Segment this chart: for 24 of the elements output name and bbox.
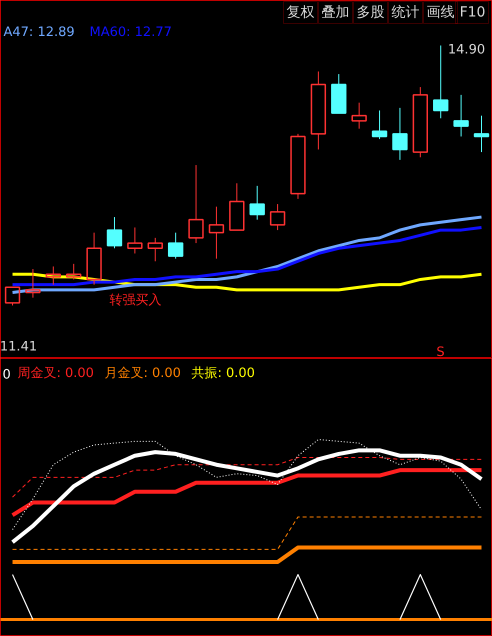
annotation: 14.90 bbox=[448, 42, 486, 58]
text: 月金叉: 0.00 bbox=[104, 366, 181, 381]
candlestick bbox=[310, 70, 326, 150]
text: 共振: 0.00 bbox=[192, 366, 255, 381]
text: 统计 bbox=[392, 4, 420, 20]
candlestick bbox=[351, 102, 367, 130]
annotation: 转强买入 bbox=[110, 293, 162, 308]
text: A47: 12.89 bbox=[4, 25, 75, 40]
text: 0 bbox=[2, 368, 11, 382]
text: S bbox=[436, 345, 445, 360]
candlestick bbox=[208, 206, 224, 260]
text: 叠加 bbox=[322, 4, 350, 20]
text: 周金叉: 0.00 bbox=[18, 366, 94, 381]
candlestick bbox=[453, 94, 469, 137]
candlestick bbox=[474, 115, 490, 153]
text: 11.41 bbox=[0, 340, 38, 354]
text: 复权 bbox=[286, 4, 314, 20]
text: F10 bbox=[460, 4, 486, 20]
text: 多股 bbox=[356, 4, 384, 20]
text: 画线 bbox=[426, 4, 454, 20]
candlestick bbox=[46, 266, 61, 286]
candlestick bbox=[392, 107, 408, 160]
text: MA60: 12.77 bbox=[90, 25, 172, 40]
candlestick bbox=[433, 44, 448, 119]
